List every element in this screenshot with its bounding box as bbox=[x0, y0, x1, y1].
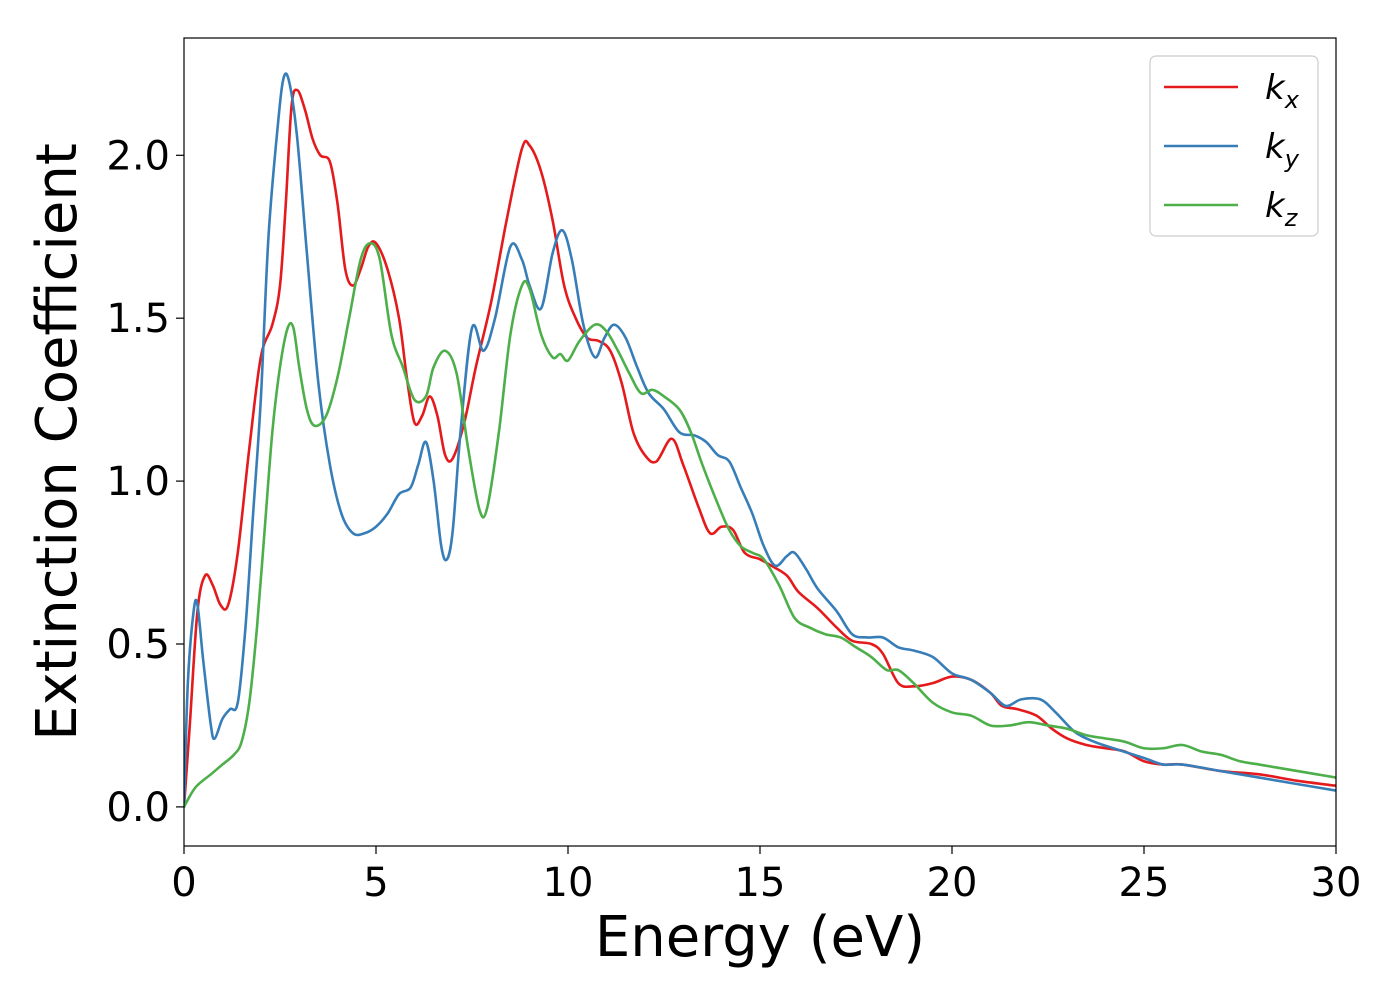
plot-area bbox=[184, 38, 1336, 846]
x-axis-label: Energy (eV) bbox=[595, 905, 925, 970]
y-tick-label: 1.0 bbox=[106, 459, 170, 505]
series-line-k-y bbox=[184, 72, 1336, 809]
x-tick-label: 5 bbox=[363, 860, 388, 906]
y-tick-label: 1.5 bbox=[106, 296, 170, 342]
y-axis-ticks: 0.0 0.5 1.0 1.5 2.0 bbox=[106, 133, 184, 831]
x-tick-label: 10 bbox=[543, 860, 594, 906]
y-axis-label: Extinction Coefficient bbox=[25, 143, 90, 741]
legend-label-k-x: kx bbox=[1265, 68, 1300, 114]
y-tick-label: 2.0 bbox=[106, 133, 170, 179]
legend-label-k-z: kz bbox=[1265, 186, 1299, 232]
x-axis-ticks: 0 5 10 15 20 25 30 bbox=[171, 846, 1361, 906]
x-tick-label: 20 bbox=[927, 860, 978, 906]
x-tick-label: 30 bbox=[1311, 860, 1362, 906]
series-line-k-z bbox=[184, 241, 1336, 809]
legend-label-k-y: ky bbox=[1265, 127, 1300, 173]
x-tick-label: 15 bbox=[735, 860, 786, 906]
x-tick-label: 0 bbox=[171, 860, 196, 906]
series-layer bbox=[184, 72, 1336, 809]
x-tick-label: 25 bbox=[1119, 860, 1170, 906]
legend: kx ky kz bbox=[1149, 55, 1319, 237]
y-tick-label: 0.5 bbox=[106, 622, 170, 668]
y-tick-label: 0.0 bbox=[106, 785, 170, 831]
